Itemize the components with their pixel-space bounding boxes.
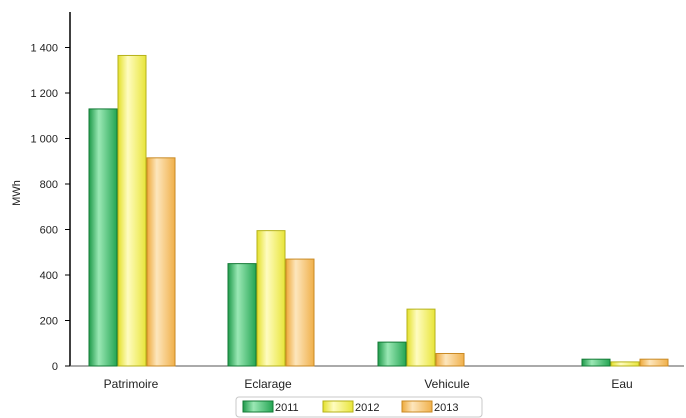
y-tick-label: 1 000	[30, 134, 58, 146]
legend-swatch-2012	[322, 400, 354, 413]
bar-2011-eau	[581, 358, 611, 367]
x-category-label: Eau	[611, 377, 632, 391]
bar-2011-eclarage	[227, 263, 257, 367]
bar-2013-vehicule	[435, 352, 465, 367]
bar-2013-eau	[639, 358, 669, 367]
y-tick-label: 0	[52, 361, 58, 373]
bar-2012-vehicule	[406, 308, 436, 367]
bar-2013-eclarage	[285, 258, 315, 367]
bar-2013-patrimoire	[146, 157, 176, 367]
y-tick-label: 400	[40, 270, 58, 282]
y-ticks: 0 200 400 600 800 1 000 1 200 1 400	[30, 43, 70, 373]
legend: 2011 2012 2013	[235, 396, 483, 418]
y-axis-label: MWh	[11, 180, 23, 206]
y-tick-label: 1 200	[30, 88, 58, 100]
y-tick-label: 600	[40, 225, 58, 237]
x-category-label: Eclarage	[244, 377, 292, 391]
legend-label: 2012	[355, 402, 379, 414]
bar-2011-vehicule	[377, 341, 407, 367]
bar-2012-eclarage	[256, 230, 286, 367]
legend-label: 2011	[275, 402, 299, 414]
y-tick-label: 800	[40, 179, 58, 191]
bar-2011-patrimoire	[88, 108, 118, 367]
bar-2012-eau	[610, 361, 640, 367]
x-categories: Patrimoire Eclarage Vehicule Eau	[104, 377, 633, 391]
legend-swatch-2013	[401, 400, 433, 413]
y-tick-label: 200	[40, 316, 58, 328]
x-category-label: Patrimoire	[104, 377, 159, 391]
x-category-label: Vehicule	[424, 377, 470, 391]
legend-label: 2013	[434, 402, 458, 414]
bar-2012-patrimoire	[117, 54, 147, 367]
y-tick-label: 1 400	[30, 43, 58, 55]
bars	[88, 54, 669, 367]
legend-swatch-2011	[242, 400, 274, 413]
